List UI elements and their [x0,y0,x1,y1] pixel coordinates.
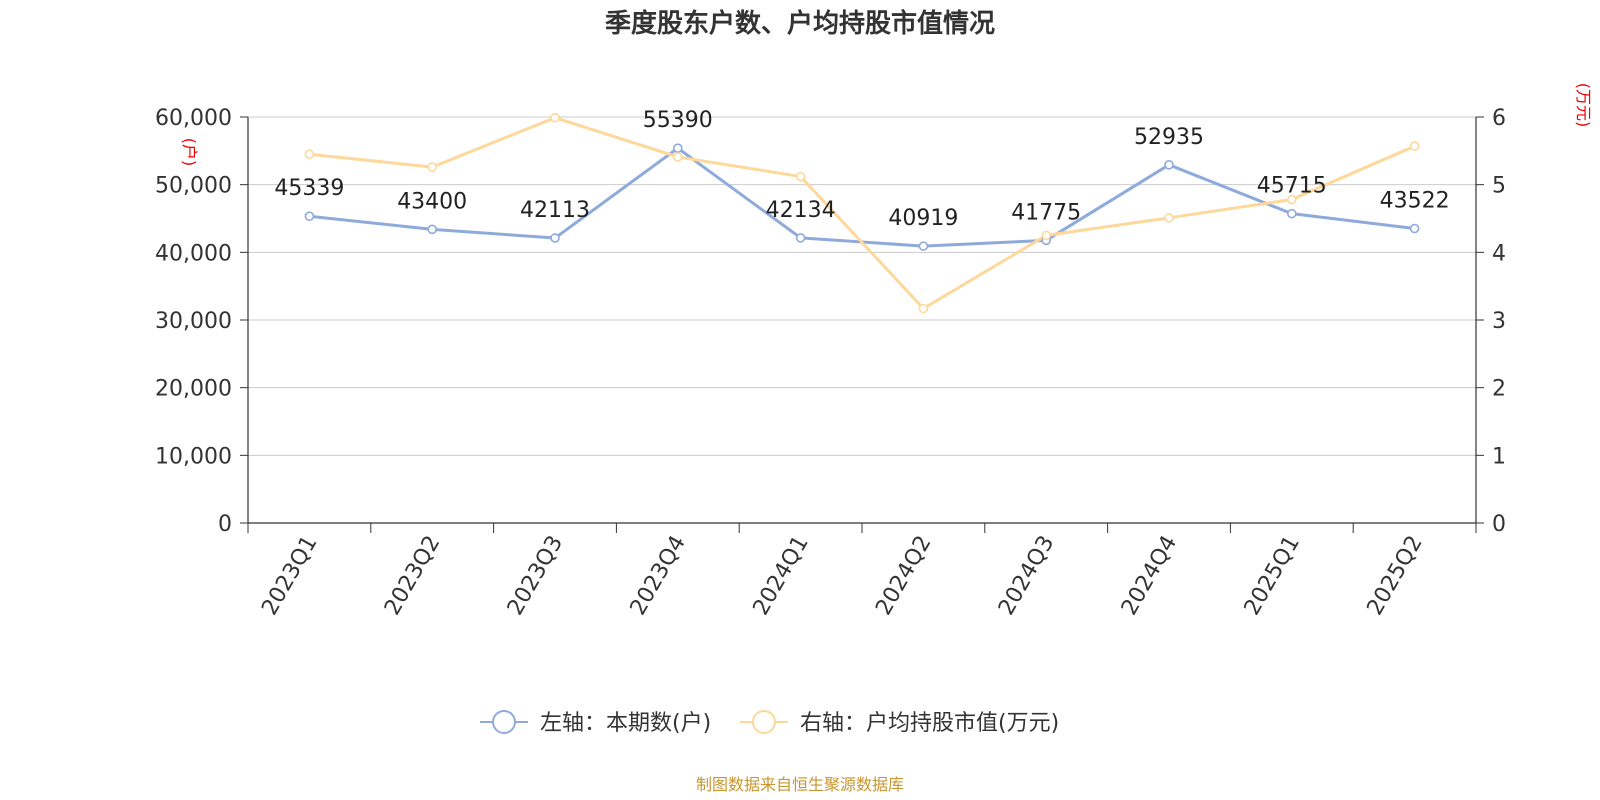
x-tick-label: 2023Q1 [257,532,322,620]
right-tick-label: 3 [1492,309,1506,334]
right-axis-unit: (万元) [1574,83,1593,128]
data-point [795,233,806,243]
data-point [304,149,315,160]
left-tick-label: 30,000 [155,309,232,334]
right-tick-label: 4 [1492,241,1506,266]
data-point [1287,194,1297,205]
legend-label: 右轴：户均持股市值(万元) [800,711,1059,736]
data-label: 52935 [1134,125,1204,150]
x-tick-label: 2023Q2 [380,532,445,620]
legend-marker [492,710,516,734]
data-label: 43400 [397,189,467,214]
data-point [918,241,929,251]
data-label: 43522 [1380,189,1450,214]
right-tick-label: 6 [1492,106,1506,131]
data-point [1164,160,1174,170]
series-line-1 [309,146,1415,248]
data-point [672,152,683,162]
legend-label: 左轴：本期数(户) [540,711,711,736]
data-label: 55390 [643,108,713,133]
data-point [672,143,683,153]
x-tick-label: 2024Q4 [1117,532,1182,620]
x-tick-label: 2024Q1 [748,532,813,620]
data-label: 40919 [888,206,958,231]
left-tick-label: 60,000 [155,106,232,131]
x-tick-label: 2025Q1 [1240,532,1305,620]
data-point [304,211,315,222]
legend-item[interactable]: 左轴：本期数(户) [480,710,711,736]
source-note: 制图数据来自恒生聚源数据库 [696,775,904,794]
right-tick-label: 2 [1492,377,1506,402]
data-label: 42113 [520,198,590,223]
left-tick-label: 10,000 [155,444,232,469]
left-tick-label: 50,000 [155,174,232,199]
data-label: 45715 [1257,174,1327,199]
left-tick-label: 40,000 [155,241,232,266]
series-points [304,112,1420,314]
x-tick-label: 2023Q4 [626,532,691,620]
series-lines [309,116,1416,310]
x-tick-label: 2024Q3 [994,532,1059,620]
legend[interactable]: 左轴：本期数(户) 右轴：户均持股市值(万元) [480,710,1059,736]
legend-marker [752,710,776,734]
series-line-2 [309,116,1416,310]
data-point [1409,223,1420,234]
right-tick-label: 5 [1492,174,1506,199]
data-point [550,233,560,243]
data-point [427,224,438,235]
grid-lines [248,116,1476,456]
chart-title: 季度股东户数、户均持股市值情况 [605,8,995,39]
data-label: 42134 [766,198,836,223]
left-axis-unit: (户) [180,138,199,167]
left-tick-label: 20,000 [155,377,232,402]
x-tick-label: 2024Q2 [871,532,936,620]
right-tick-label: 1 [1492,444,1506,469]
data-point [918,303,929,314]
data-labels: 45339 43400 42113 55390 42134 40919 41775 52935… [274,108,1449,231]
legend-item[interactable]: 右轴：户均持股市值(万元) [740,710,1059,736]
data-point [550,112,560,123]
data-point [795,171,806,182]
left-tick-label: 0 [218,512,232,537]
x-tick-label: 2025Q2 [1362,532,1427,620]
data-label: 45339 [274,176,344,201]
data-point [427,162,438,172]
data-point [1409,141,1420,151]
x-tick-label: 2023Q3 [503,532,568,620]
data-point [1287,208,1297,219]
right-tick-label: 0 [1492,512,1506,537]
data-point [1164,213,1174,223]
data-label: 41775 [1011,200,1081,225]
data-point [1041,230,1051,241]
